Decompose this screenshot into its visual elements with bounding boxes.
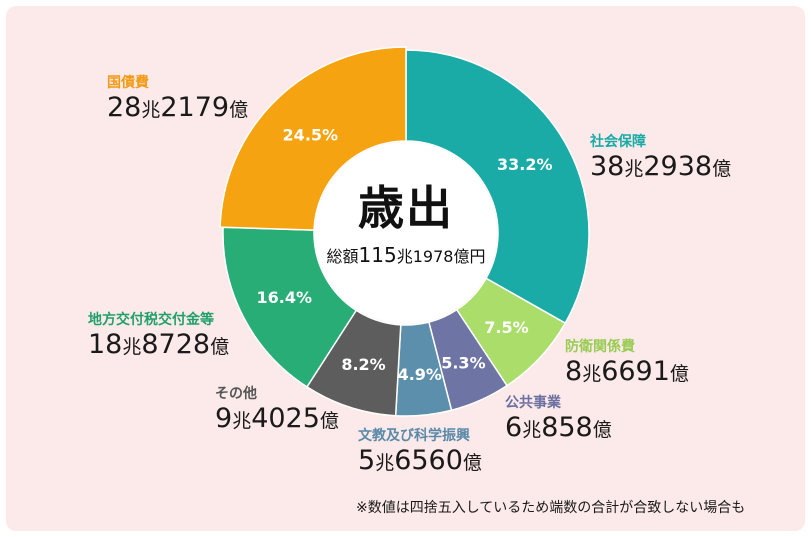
label-amount: 9兆4025億 (215, 403, 339, 434)
slice-percent-label: 8.2% (341, 355, 385, 374)
label-kokyo-jigyo: 公共事業 6兆858億 (505, 394, 612, 446)
pie-slice (405, 49, 590, 325)
label-name: 文教及び科学振興 (358, 428, 470, 444)
label-name: 防衛関係費 (565, 339, 635, 355)
donut-hole (315, 142, 497, 324)
label-name: その他 (215, 386, 257, 402)
label-amount: 18兆8728億 (88, 329, 230, 360)
label-sonota: その他 9兆4025億 (215, 385, 339, 437)
label-chiho-kofuzei: 地方交付税交付金等 18兆8728億 (88, 311, 229, 363)
slice-percent-label: 33.2% (497, 155, 553, 174)
label-boei: 防衛関係費 8兆6691億 (565, 338, 689, 390)
label-amount: 6兆858億 (505, 412, 612, 443)
label-name: 地方交付税交付金等 (88, 312, 214, 328)
label-name: 社会保障 (590, 134, 646, 150)
slice-percent-label: 16.4% (257, 288, 313, 307)
label-kokusai: 国債費 28兆2179億 (107, 74, 248, 126)
slice-percent-label: 7.5% (484, 318, 528, 337)
label-name: 国債費 (107, 75, 149, 91)
label-amount: 8兆6691億 (565, 356, 689, 387)
slice-percent-label: 4.9% (398, 365, 442, 384)
pie-slice (219, 46, 407, 231)
center-title: 歳出 (358, 181, 454, 235)
label-amount: 28兆2179億 (107, 92, 249, 123)
pie-slice (222, 226, 358, 388)
label-amount: 38兆2938億 (590, 151, 732, 182)
label-shakai-hosho: 社会保障 38兆2938億 (590, 133, 731, 185)
label-bunkyo: 文教及び科学振興 5兆6560億 (358, 427, 482, 479)
slice-percent-label: 24.5% (283, 125, 339, 144)
slice-percent-label: 5.3% (441, 353, 485, 372)
label-amount: 5兆6560億 (358, 445, 482, 476)
footnote: ※数値は四捨五入しているため端数の合計が合致しない場合も (356, 500, 746, 516)
label-name: 公共事業 (505, 395, 561, 411)
center-total: 総額115兆1978億円 (326, 243, 486, 267)
